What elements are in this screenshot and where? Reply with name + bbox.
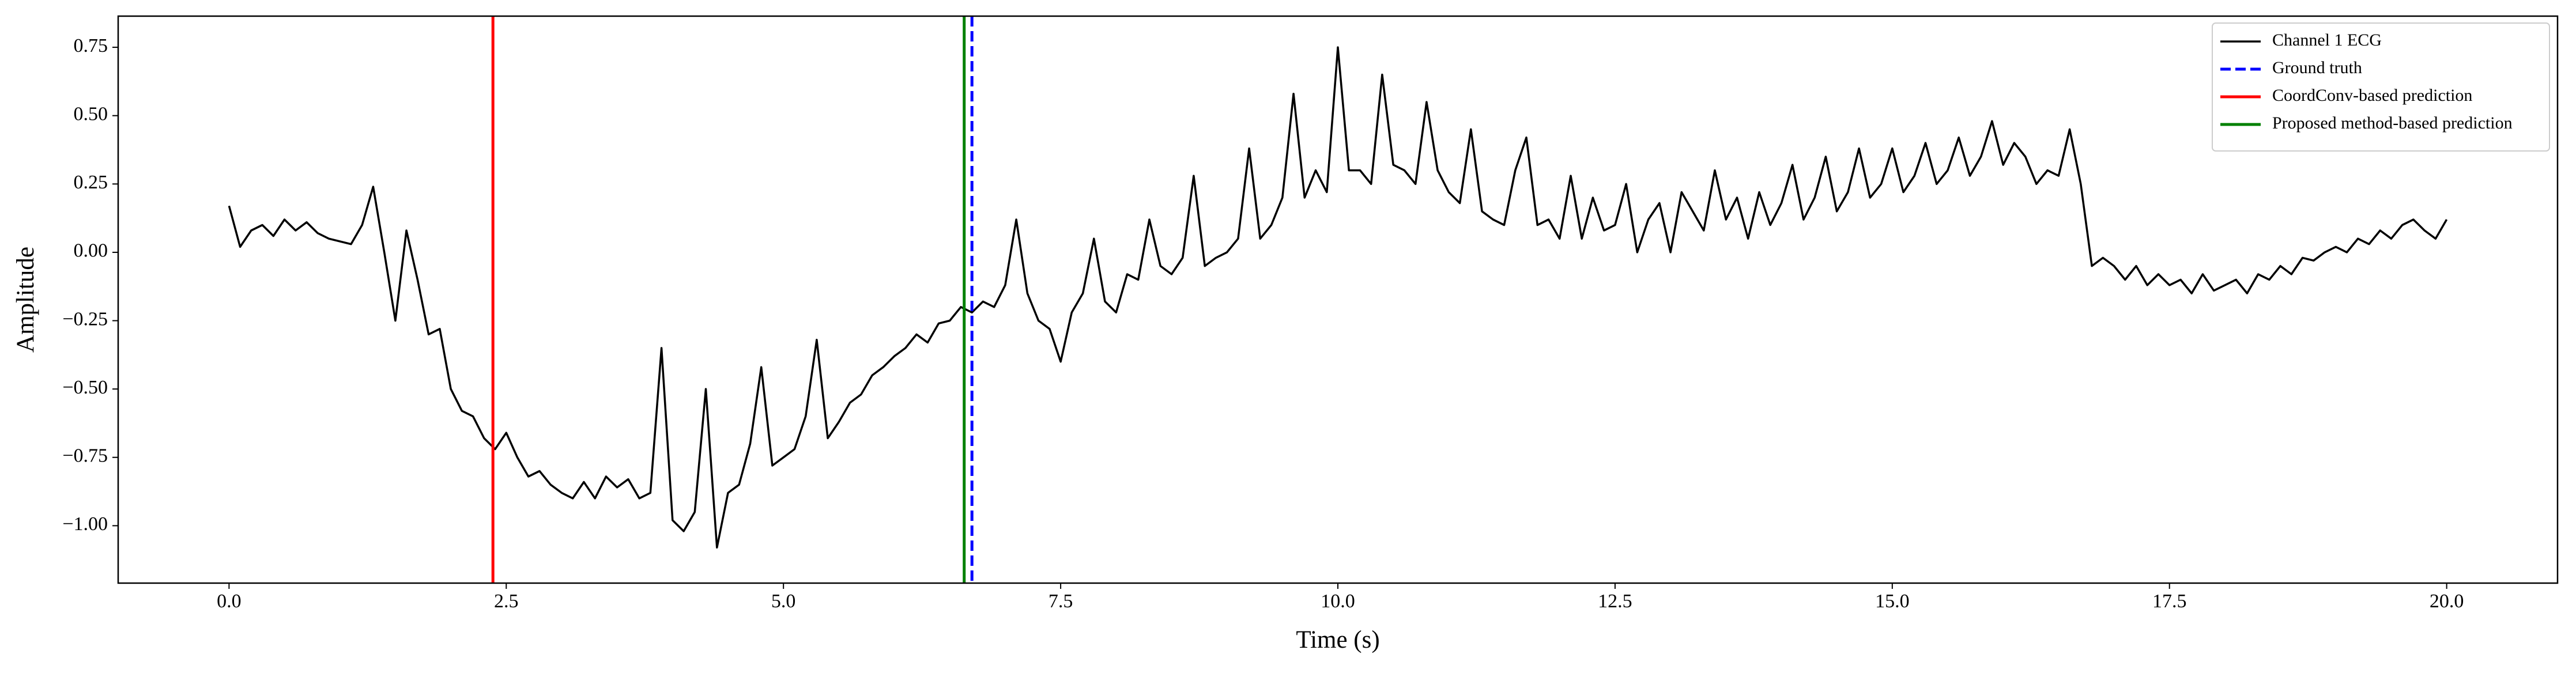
x-tick-label: 7.5	[1048, 591, 1073, 612]
legend-label: Channel 1 ECG	[2272, 31, 2382, 50]
x-tick-label: 15.0	[1875, 591, 1910, 612]
x-tick-label: 12.5	[1598, 591, 1632, 612]
y-tick-label: −0.25	[62, 308, 108, 330]
y-tick-label: 0.50	[74, 103, 108, 124]
ecg-line	[228, 46, 2448, 549]
x-tick-label: 2.5	[494, 591, 519, 612]
x-tick-label: 10.0	[1321, 591, 1355, 612]
legend-label: Ground truth	[2272, 58, 2362, 77]
y-tick-label: −0.75	[62, 445, 108, 467]
x-tick-label: 17.5	[2152, 591, 2187, 612]
y-tick-label: −1.00	[62, 513, 108, 535]
y-axis-label: Amplitude	[12, 247, 39, 353]
legend-label: Proposed method-based prediction	[2272, 114, 2513, 133]
legend-label: CoordConv-based prediction	[2272, 86, 2472, 105]
x-axis-label: Time (s)	[1296, 626, 1379, 653]
y-tick-label: 0.00	[74, 240, 108, 262]
plot-frame	[117, 15, 2559, 584]
x-tick-label: 20.0	[2430, 591, 2464, 612]
y-tick-label: 0.75	[74, 35, 108, 56]
x-tick-label: 0.0	[217, 591, 242, 612]
legend-box	[2212, 22, 2550, 152]
y-tick-label: −0.50	[62, 377, 108, 398]
x-tick-label: 5.0	[771, 591, 796, 612]
y-tick-label: 0.25	[74, 172, 108, 193]
